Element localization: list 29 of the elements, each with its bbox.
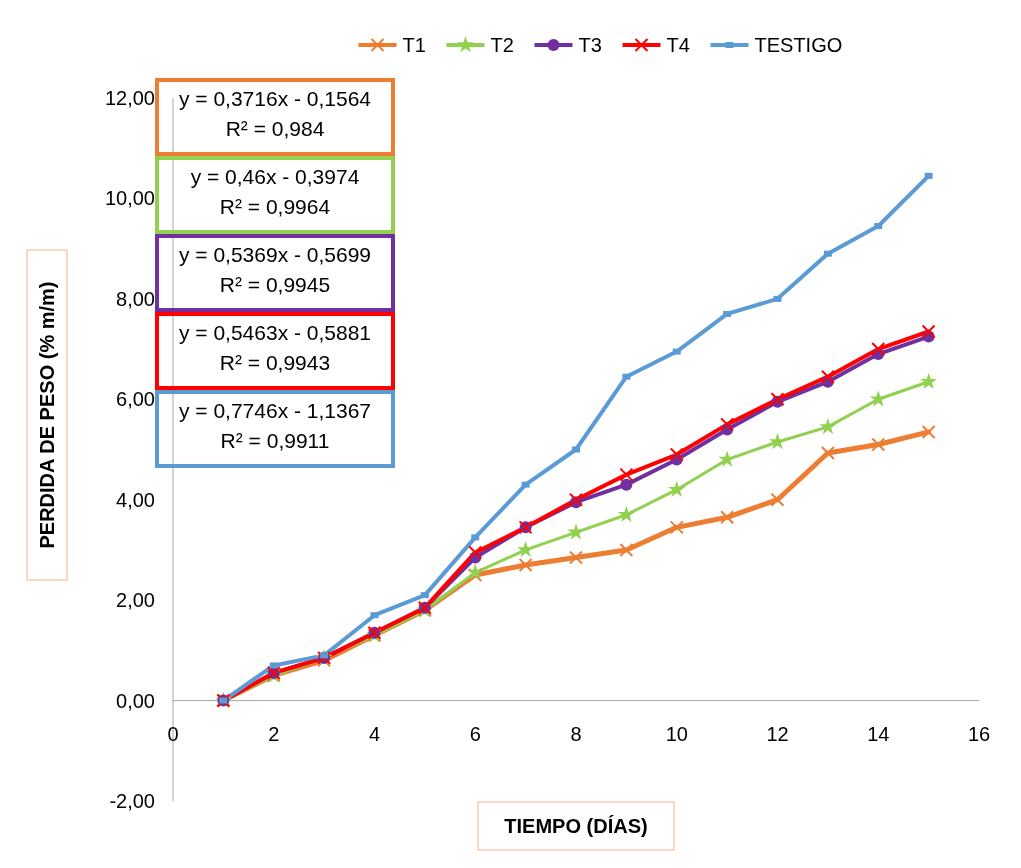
legend-label: T1 xyxy=(402,34,426,56)
x-tick-label: 2 xyxy=(268,722,280,745)
x-tick-label: 6 xyxy=(469,722,481,745)
y-tick-label: 10,00 xyxy=(104,187,155,210)
legend-label: T4 xyxy=(666,34,690,56)
annotation: y = 0,7746x - 1,1367 R² = 0,9911 xyxy=(178,399,372,452)
y-tick-label: 6,00 xyxy=(116,388,155,411)
annotation: y = 0,5463x - 0,5881 R² = 0,9943 xyxy=(178,321,372,374)
annotation: y = 0,3716x - 0,1564 R² = 0,984 xyxy=(178,87,372,140)
y-tick-label: -2,00 xyxy=(109,790,155,812)
x-axis-title: TIEMPO (DÍAS) xyxy=(504,815,648,837)
y-tick-label: 12,00 xyxy=(104,87,155,109)
y-tick-label: 2,00 xyxy=(116,589,155,612)
y-tick-label: 0,00 xyxy=(116,689,155,712)
x-tick-label: 12 xyxy=(766,722,789,745)
annotation: y = 0,5369x - 0,5699 R² = 0,9945 xyxy=(178,243,372,296)
y-tick-label: 8,00 xyxy=(116,287,155,310)
x-tick-label: 0 xyxy=(167,722,179,745)
y-tick-label: 4,00 xyxy=(116,488,155,511)
x-tick-label: 4 xyxy=(368,722,381,745)
legend-label: TESTIGO xyxy=(754,34,843,56)
x-tick-label: 16 xyxy=(967,722,991,745)
x-tick-label: 14 xyxy=(867,722,890,745)
y-axis-title: PERDIDA DE PESO (% m/m) xyxy=(36,281,58,549)
x-tick-label: 8 xyxy=(570,722,582,745)
annotation: y = 0,46x - 0,3974 R² = 0,9964 xyxy=(190,165,360,218)
legend-label: T3 xyxy=(578,34,602,56)
legend-label: T2 xyxy=(490,34,514,56)
x-tick-label: 10 xyxy=(665,722,688,745)
